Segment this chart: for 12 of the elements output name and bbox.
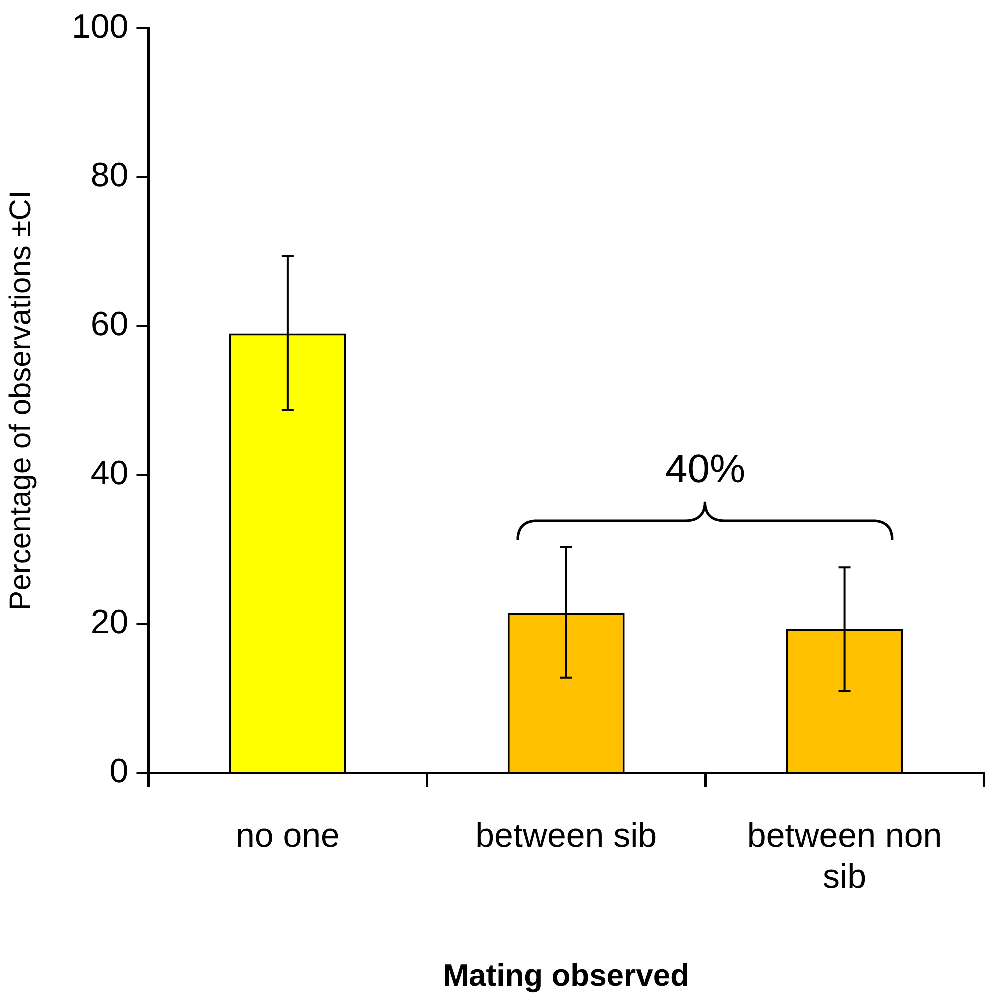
y-tick-label: 60	[90, 306, 129, 344]
y-tick-label: 40	[90, 454, 129, 493]
x-tick-label: no one	[236, 816, 340, 855]
x-axis-title: Mating observed	[443, 958, 690, 993]
y-tick-label: 0	[110, 752, 129, 791]
y-axis-title: Percentage of observations ±CI	[4, 190, 38, 611]
x-tick-label: between non sib	[747, 816, 942, 896]
x-tick-label: between sib	[476, 816, 658, 855]
y-tick-label: 20	[90, 604, 129, 642]
annotation: 40%	[666, 448, 746, 492]
y-tick-label: 100	[72, 8, 129, 46]
y-tick-label: 80	[90, 156, 129, 195]
